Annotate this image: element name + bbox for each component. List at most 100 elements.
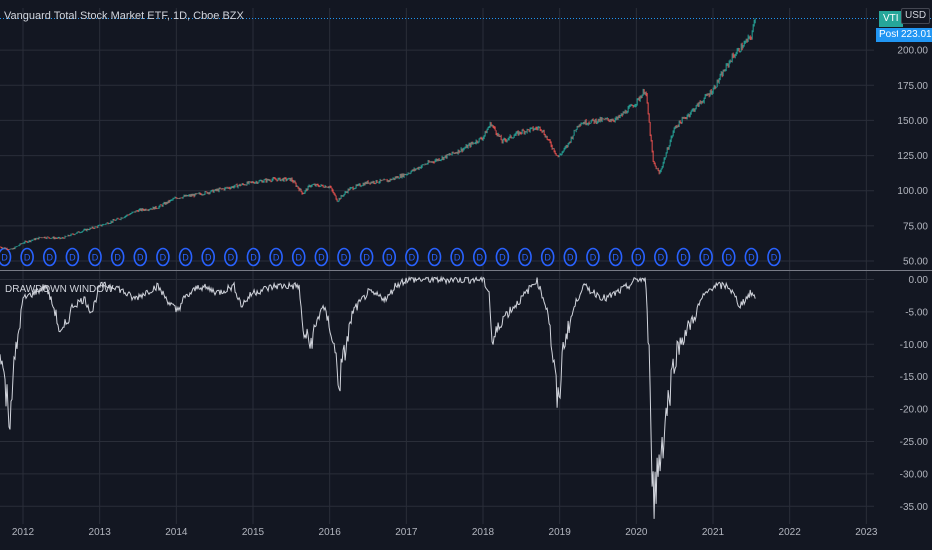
dividend-marker[interactable]: D bbox=[518, 247, 532, 267]
dividend-marker[interactable]: D bbox=[224, 247, 238, 267]
svg-text:D: D bbox=[431, 253, 438, 263]
year-tick-label: 2021 bbox=[702, 527, 725, 538]
svg-text:D: D bbox=[273, 253, 280, 263]
svg-text:D: D bbox=[748, 253, 755, 263]
svg-text:D: D bbox=[250, 253, 257, 263]
year-tick-label: 2020 bbox=[625, 527, 648, 538]
dividend-marker[interactable]: D bbox=[359, 247, 374, 267]
svg-text:D: D bbox=[454, 253, 461, 263]
svg-text:D: D bbox=[635, 253, 642, 263]
dividend-marker[interactable]: D bbox=[269, 247, 283, 267]
drawdown-tick-label: -35.00 bbox=[900, 502, 929, 513]
drawdown-line bbox=[0, 275, 756, 519]
price-tick-label: 100.00 bbox=[897, 186, 928, 197]
dividend-marker[interactable]: D bbox=[65, 247, 80, 267]
dividend-marker[interactable]: D bbox=[721, 247, 736, 267]
dividend-marker[interactable]: D bbox=[337, 247, 351, 267]
svg-text:D: D bbox=[544, 253, 551, 263]
svg-text:D: D bbox=[386, 253, 393, 263]
price-candles bbox=[0, 18, 756, 251]
svg-text:D: D bbox=[409, 253, 416, 263]
year-tick-label: 2017 bbox=[395, 527, 418, 538]
dividend-marker[interactable]: D bbox=[676, 247, 691, 267]
svg-text:D: D bbox=[771, 253, 778, 263]
year-tick-label: 2014 bbox=[165, 527, 188, 538]
drawdown-axis-labels[interactable]: 0.00 -5.00 -10.00 -15.00 -20.00 -25.00 -30.00 -… bbox=[900, 275, 929, 513]
price-tick-label: 125.00 bbox=[897, 151, 928, 162]
dividend-marker[interactable]: D bbox=[178, 247, 193, 267]
last-price-badge: 223.01 bbox=[898, 28, 932, 42]
dividend-marker[interactable]: D bbox=[201, 247, 215, 267]
year-tick-label: 2023 bbox=[855, 527, 878, 538]
svg-text:D: D bbox=[612, 253, 619, 263]
svg-text:D: D bbox=[137, 253, 144, 263]
svg-text:D: D bbox=[725, 253, 732, 263]
dividend-marker[interactable]: D bbox=[699, 247, 713, 267]
drawdown-series bbox=[0, 275, 756, 519]
dividend-marker[interactable]: D bbox=[767, 247, 781, 267]
svg-text:D: D bbox=[658, 253, 665, 263]
dividend-marker[interactable]: D bbox=[472, 247, 487, 267]
dividend-marker[interactable]: D bbox=[291, 247, 306, 267]
svg-text:D: D bbox=[114, 253, 121, 263]
svg-text:D: D bbox=[24, 253, 31, 263]
currency-badge[interactable]: USD bbox=[901, 8, 931, 24]
dividend-marker[interactable]: D bbox=[540, 247, 555, 267]
svg-text:D: D bbox=[205, 253, 212, 263]
price-tick-label: 200.00 bbox=[897, 46, 928, 57]
dividend-marker[interactable]: D bbox=[246, 247, 261, 267]
svg-text:D: D bbox=[590, 253, 597, 263]
dividend-marker[interactable]: D bbox=[110, 247, 125, 267]
svg-text:D: D bbox=[703, 253, 710, 263]
dividend-marker[interactable]: D bbox=[427, 247, 442, 267]
dividend-marker[interactable]: D bbox=[744, 247, 759, 267]
svg-text:D: D bbox=[477, 253, 484, 263]
dividend-marker[interactable]: D bbox=[563, 247, 578, 267]
svg-text:D: D bbox=[160, 253, 167, 263]
dividend-marker[interactable]: D bbox=[586, 247, 600, 267]
svg-text:D: D bbox=[69, 253, 76, 263]
dividend-marker[interactable]: D bbox=[133, 247, 148, 267]
dividend-marker[interactable]: D bbox=[0, 247, 12, 267]
price-tick-label: 150.00 bbox=[897, 116, 928, 127]
svg-text:D: D bbox=[363, 253, 370, 263]
svg-text:D: D bbox=[1, 253, 8, 263]
indicator-label[interactable]: DRAWDOWN WINDOW bbox=[5, 284, 114, 295]
year-tick-label: 2022 bbox=[779, 527, 802, 538]
time-axis-labels[interactable]: 2012 2013 2014 2015 2016 2017 2018 2019 2020 2021… bbox=[12, 527, 878, 538]
svg-text:D: D bbox=[522, 253, 529, 263]
svg-text:D: D bbox=[341, 253, 348, 263]
svg-text:D: D bbox=[318, 253, 325, 263]
dividend-marker[interactable]: D bbox=[495, 247, 510, 267]
dividend-marker[interactable]: D bbox=[88, 247, 102, 267]
svg-text:D: D bbox=[92, 253, 99, 263]
dividend-marker[interactable]: D bbox=[631, 247, 646, 267]
dividend-marker[interactable]: D bbox=[450, 247, 464, 267]
year-tick-label: 2016 bbox=[319, 527, 342, 538]
dividend-marker[interactable]: D bbox=[382, 247, 397, 267]
dividend-marker[interactable]: D bbox=[156, 247, 170, 267]
session-badge: Post bbox=[876, 28, 903, 42]
drawdown-tick-label: -20.00 bbox=[900, 405, 929, 416]
dividend-marker[interactable]: D bbox=[20, 247, 34, 267]
grid bbox=[0, 8, 874, 524]
svg-text:D: D bbox=[182, 253, 189, 263]
drawdown-tick-label: -5.00 bbox=[905, 307, 928, 318]
drawdown-tick-label: -25.00 bbox=[900, 437, 929, 448]
svg-text:D: D bbox=[228, 253, 235, 263]
price-axis-labels[interactable]: 50.00 75.00 100.00 125.00 150.00 175.00 200.00 bbox=[897, 46, 928, 268]
dividend-marker[interactable]: D bbox=[405, 247, 419, 267]
dividend-marker[interactable]: D bbox=[608, 247, 623, 267]
svg-text:D: D bbox=[680, 253, 687, 263]
svg-text:D: D bbox=[295, 253, 302, 263]
year-tick-label: 2018 bbox=[472, 527, 495, 538]
dividend-marker[interactable]: D bbox=[314, 247, 329, 267]
svg-text:D: D bbox=[47, 253, 54, 263]
year-tick-label: 2012 bbox=[12, 527, 35, 538]
dividend-marker[interactable]: D bbox=[42, 247, 57, 267]
dividend-marker[interactable]: D bbox=[654, 247, 668, 267]
svg-text:D: D bbox=[499, 253, 506, 263]
drawdown-tick-label: 0.00 bbox=[909, 275, 929, 286]
